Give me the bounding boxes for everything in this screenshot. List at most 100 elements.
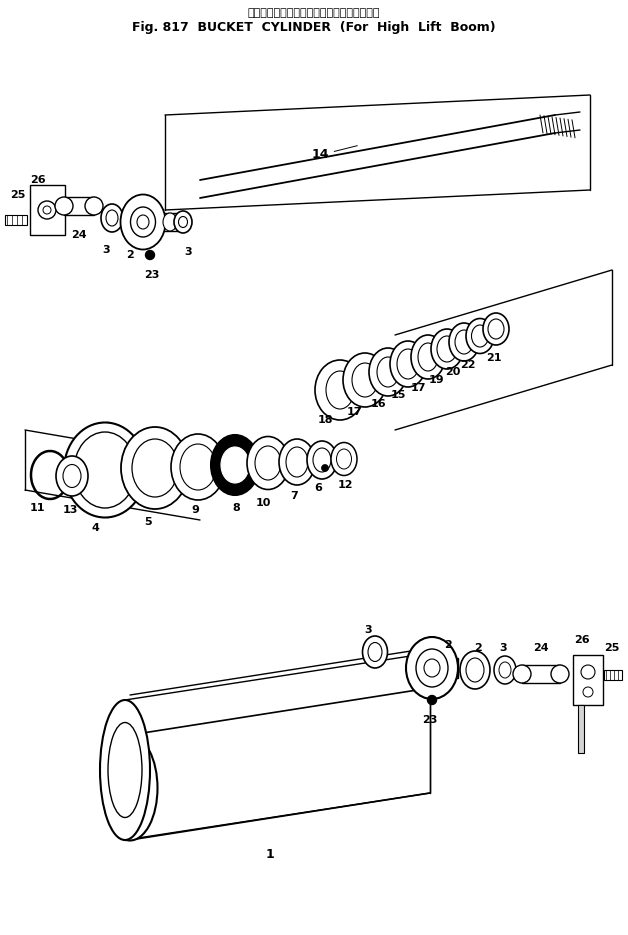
Ellipse shape	[100, 700, 150, 840]
Bar	[64, 197, 94, 215]
Bar	[5, 215, 27, 225]
Text: 1: 1	[266, 848, 274, 861]
Ellipse shape	[55, 197, 73, 215]
Ellipse shape	[315, 360, 365, 420]
Text: 25: 25	[10, 190, 26, 200]
Text: 3: 3	[499, 643, 507, 653]
Text: 24: 24	[533, 643, 549, 653]
Ellipse shape	[255, 446, 281, 480]
Ellipse shape	[368, 642, 382, 661]
Ellipse shape	[101, 204, 123, 232]
Ellipse shape	[583, 687, 593, 697]
Text: 10: 10	[256, 498, 271, 508]
Text: 16: 16	[370, 399, 386, 409]
Ellipse shape	[337, 449, 352, 469]
Ellipse shape	[428, 696, 436, 704]
Ellipse shape	[121, 427, 189, 509]
Bar	[604, 670, 622, 680]
Text: 17: 17	[410, 383, 426, 393]
Ellipse shape	[112, 753, 148, 823]
Ellipse shape	[43, 206, 51, 214]
Text: 12: 12	[337, 480, 353, 490]
Ellipse shape	[121, 194, 166, 250]
Text: 14: 14	[311, 146, 357, 162]
Ellipse shape	[460, 651, 490, 689]
Ellipse shape	[132, 439, 178, 497]
Ellipse shape	[174, 211, 192, 233]
Ellipse shape	[352, 363, 378, 397]
Ellipse shape	[449, 323, 479, 361]
Ellipse shape	[247, 437, 289, 490]
Ellipse shape	[322, 465, 328, 471]
Ellipse shape	[418, 343, 438, 371]
Bar	[430, 658, 458, 678]
Text: 11: 11	[30, 503, 45, 513]
Bar	[163, 213, 178, 231]
Text: 25: 25	[604, 643, 620, 653]
Text: 5: 5	[144, 517, 152, 527]
Ellipse shape	[221, 447, 249, 483]
Text: 7: 7	[290, 491, 298, 501]
Text: 23: 23	[422, 715, 438, 725]
Text: 3: 3	[184, 247, 192, 257]
Ellipse shape	[494, 656, 516, 684]
Text: 26: 26	[574, 635, 590, 645]
Text: 4: 4	[91, 523, 99, 533]
Ellipse shape	[74, 432, 136, 508]
Ellipse shape	[171, 434, 225, 500]
Ellipse shape	[343, 353, 387, 407]
Text: 20: 20	[445, 367, 461, 377]
Text: 23: 23	[144, 270, 160, 280]
Ellipse shape	[102, 736, 158, 841]
Text: 21: 21	[486, 353, 502, 363]
Ellipse shape	[483, 313, 509, 345]
Ellipse shape	[56, 456, 88, 496]
Text: 3: 3	[364, 625, 372, 635]
Ellipse shape	[313, 448, 331, 472]
Ellipse shape	[466, 658, 484, 682]
Ellipse shape	[331, 442, 357, 476]
Text: 2: 2	[474, 643, 482, 653]
Ellipse shape	[551, 665, 569, 683]
Ellipse shape	[431, 329, 463, 369]
Bar	[578, 705, 584, 753]
Ellipse shape	[499, 662, 511, 678]
Ellipse shape	[106, 210, 118, 226]
Text: 9: 9	[191, 505, 199, 515]
Text: 3: 3	[102, 245, 110, 255]
Ellipse shape	[85, 197, 103, 215]
Text: バケット　シリンダ（ハイリフトブーム用）: バケット シリンダ（ハイリフトブーム用）	[248, 8, 380, 18]
Text: 19: 19	[429, 375, 445, 385]
Text: 2: 2	[444, 640, 452, 650]
Ellipse shape	[178, 217, 188, 227]
Ellipse shape	[513, 665, 531, 683]
Ellipse shape	[390, 341, 426, 387]
Ellipse shape	[146, 251, 154, 260]
Ellipse shape	[63, 465, 81, 487]
Ellipse shape	[455, 330, 473, 354]
Ellipse shape	[416, 649, 448, 687]
Ellipse shape	[424, 659, 440, 677]
Ellipse shape	[286, 447, 308, 477]
Text: 2: 2	[126, 250, 134, 260]
Ellipse shape	[488, 319, 504, 339]
Text: 22: 22	[460, 360, 476, 370]
Ellipse shape	[108, 723, 142, 817]
Ellipse shape	[362, 636, 387, 668]
Ellipse shape	[581, 665, 595, 679]
Ellipse shape	[137, 215, 149, 229]
Ellipse shape	[466, 319, 494, 353]
Ellipse shape	[411, 335, 445, 379]
Ellipse shape	[211, 435, 259, 495]
Text: Fig. 817  BUCKET  CYLINDER  (For  High  Lift  Boom): Fig. 817 BUCKET CYLINDER (For High Lift …	[132, 22, 496, 35]
Ellipse shape	[180, 444, 216, 490]
Bar	[522, 665, 560, 683]
Text: 13: 13	[62, 505, 78, 515]
Ellipse shape	[377, 357, 399, 387]
Text: 15: 15	[391, 390, 406, 400]
Text: 8: 8	[232, 503, 240, 513]
Ellipse shape	[279, 439, 315, 485]
Ellipse shape	[307, 441, 337, 479]
Text: 18: 18	[317, 415, 333, 425]
Text: 17: 17	[346, 407, 362, 417]
